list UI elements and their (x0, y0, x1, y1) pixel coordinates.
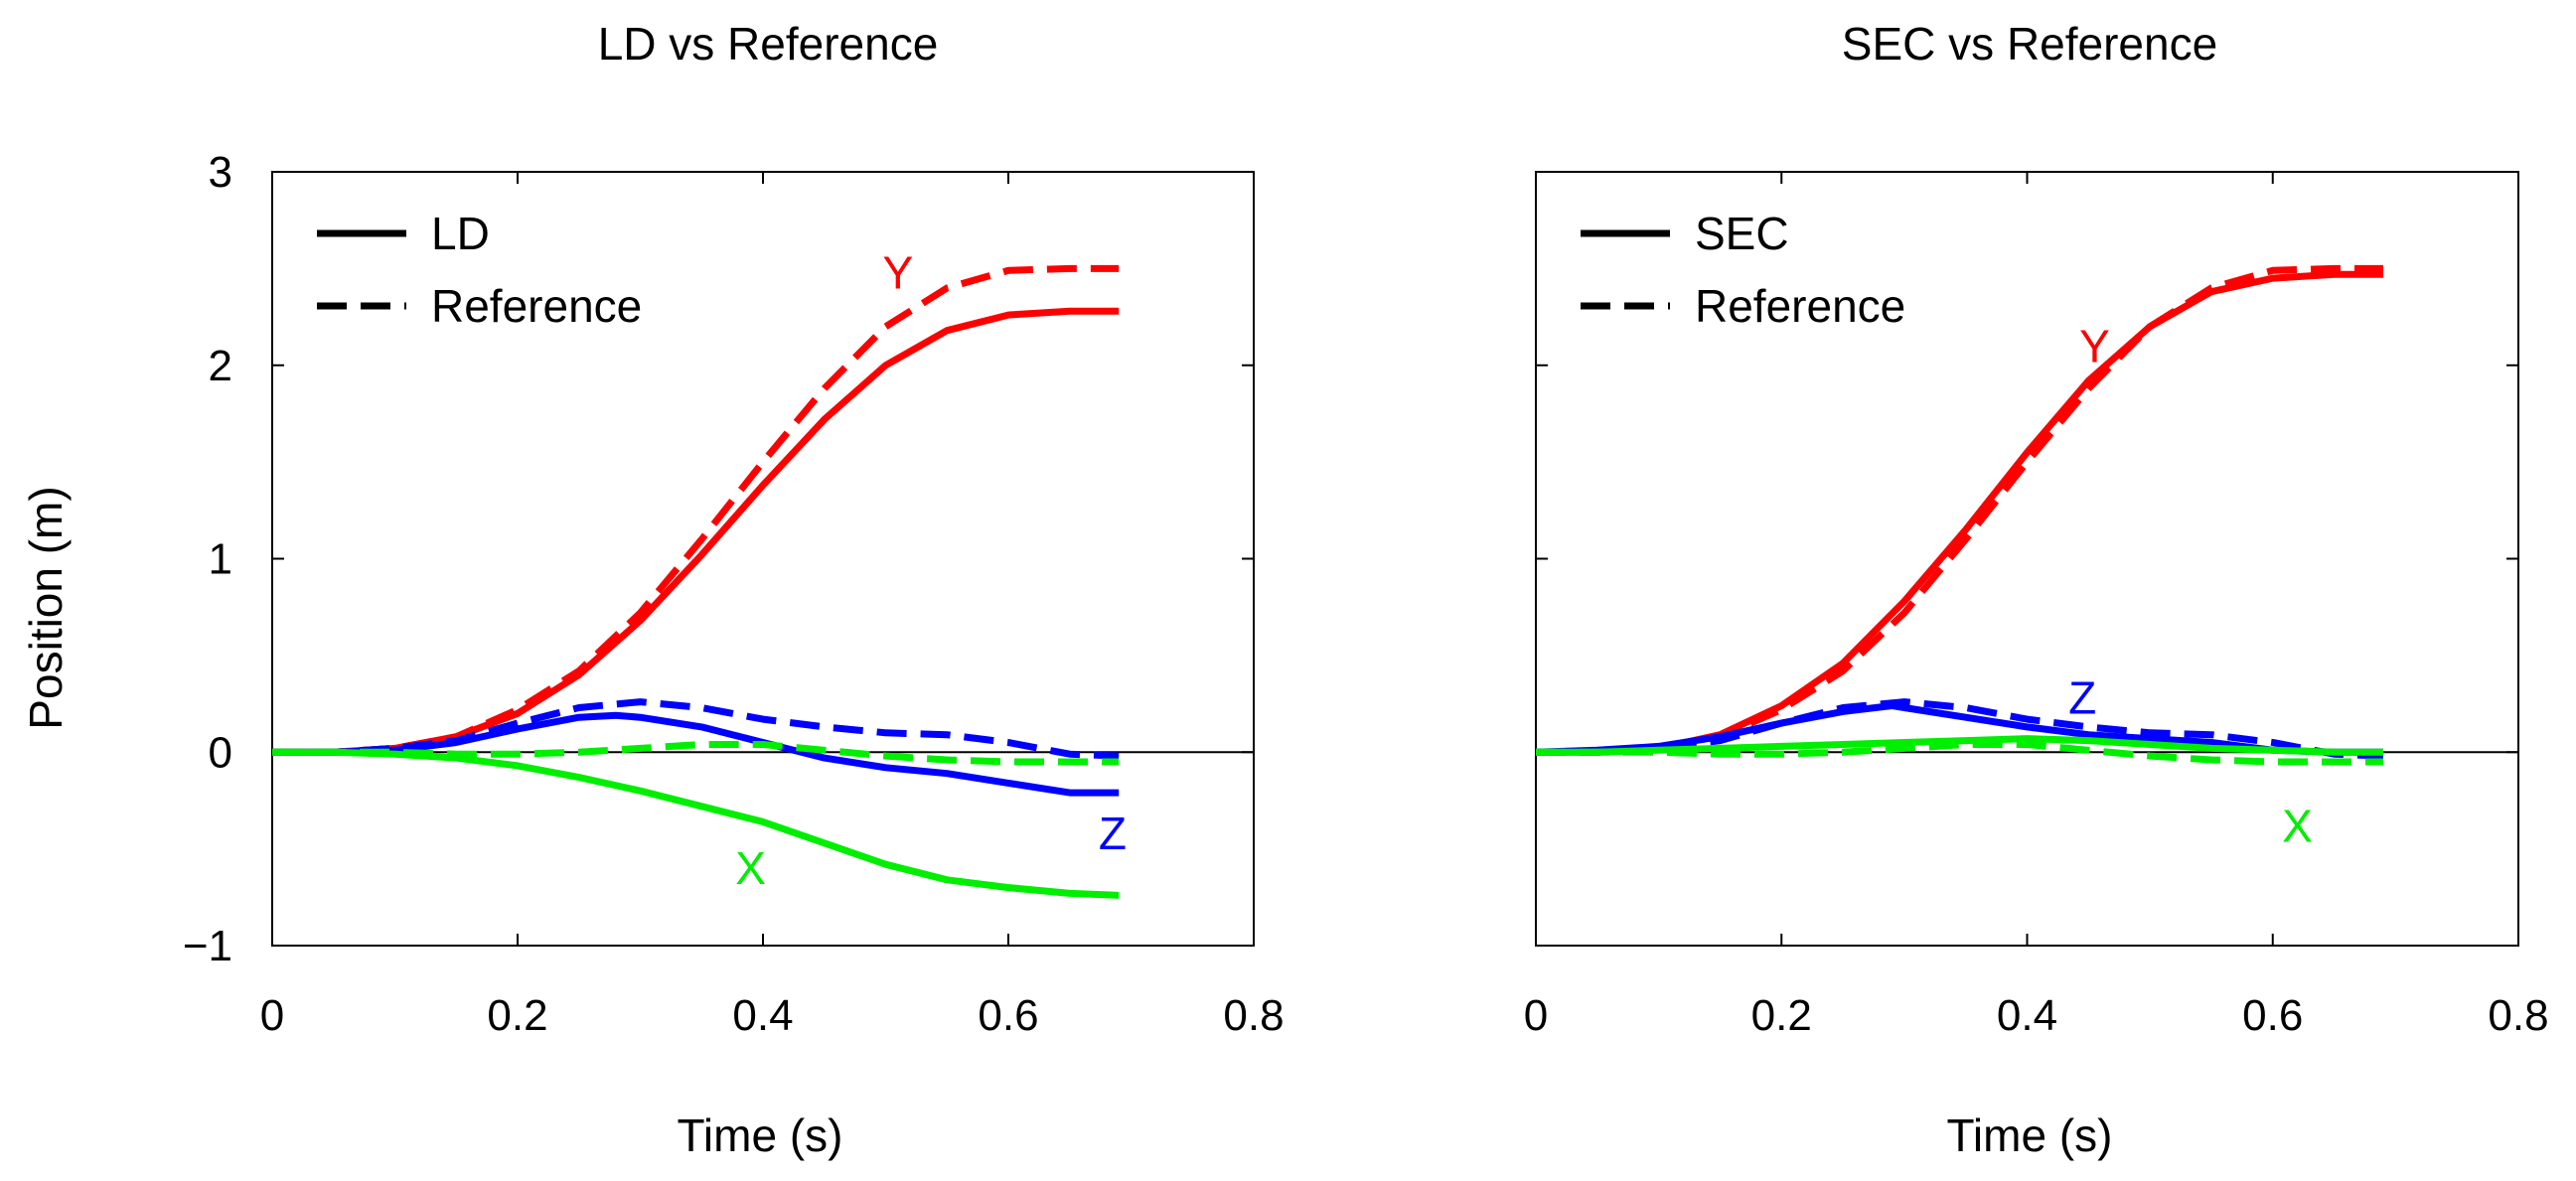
legend-label-ld: LD (431, 208, 490, 259)
series-line-y-sec (1536, 270, 2383, 756)
curve-label-y: Y (883, 246, 914, 298)
series-line-y-reference (1536, 264, 2383, 756)
x-tick-label: 0 (260, 991, 284, 1040)
y-tick-label: 2 (209, 342, 232, 390)
series-line-z-reference (272, 698, 1120, 760)
curve-label-x: X (735, 842, 766, 894)
series-line-y-ld (272, 307, 1120, 756)
series-line-x-ld (272, 748, 1120, 899)
chart-title: SEC vs Reference (1842, 18, 2217, 70)
series-line-y-reference (272, 264, 1120, 756)
panel-sec-vs-reference: SEC vs Reference Time (s) 0 0.2 0.4 0.6 … (1524, 18, 2549, 1161)
curve-label-x: X (2282, 800, 2313, 851)
legend: LD Reference (317, 208, 642, 332)
series-line-x-reference (1536, 741, 2383, 766)
x-tick-label: 0.6 (2242, 991, 2303, 1040)
y-tick-label: 1 (209, 535, 232, 584)
curve-labels: Y Z X (735, 246, 1127, 894)
y-tick-label: 0 (209, 728, 232, 777)
x-tick-label: 0.8 (1223, 991, 1284, 1040)
x-axis-label: Time (s) (1947, 1109, 2113, 1161)
chart-title: LD vs Reference (598, 18, 939, 70)
curve-labels: Y Z X (2068, 320, 2313, 851)
legend: SEC Reference (1581, 208, 1905, 332)
series-line-x-reference (272, 741, 1120, 766)
curve-label-z: Z (2068, 672, 2096, 724)
x-tick-label: 0.4 (732, 991, 793, 1040)
curve-label-z: Z (1099, 808, 1127, 859)
series-lines (272, 264, 1120, 899)
series-lines (1535, 264, 2384, 766)
x-tick-label: 0.8 (2488, 991, 2548, 1040)
x-tick-label: 0.4 (1997, 991, 2057, 1040)
x-tick-label: 0.2 (1751, 991, 1812, 1040)
legend-label-reference: Reference (431, 280, 642, 332)
plot-area (271, 171, 1255, 947)
axes-box (1535, 171, 2519, 947)
x-tick-label: 0.6 (978, 991, 1038, 1040)
x-tick-labels: 0 0.2 0.4 0.6 0.8 (1524, 991, 2549, 1040)
legend-label-reference: Reference (1695, 280, 1905, 332)
x-tick-label: 0.2 (487, 991, 547, 1040)
y-tick-label: 3 (209, 148, 232, 197)
x-tick-label: 0 (1524, 991, 1548, 1040)
curve-label-y: Y (2079, 320, 2110, 371)
series-line-z-sec (1535, 702, 2383, 756)
legend-label-sec: SEC (1695, 208, 1789, 259)
x-tick-labels: 0 0.2 0.4 0.6 0.8 (260, 991, 1285, 1040)
y-tick-label: −1 (183, 922, 232, 970)
y-axis-label: Position (m) (20, 486, 72, 729)
x-axis-label: Time (s) (678, 1109, 843, 1161)
y-tick-labels: −1 0 1 2 3 (183, 148, 232, 970)
series-line-z-reference (1536, 698, 2384, 760)
plot-area (1535, 171, 2519, 947)
panel-ld-vs-reference: LD vs Reference Position (m) Time (s) 0 … (20, 18, 1285, 1161)
